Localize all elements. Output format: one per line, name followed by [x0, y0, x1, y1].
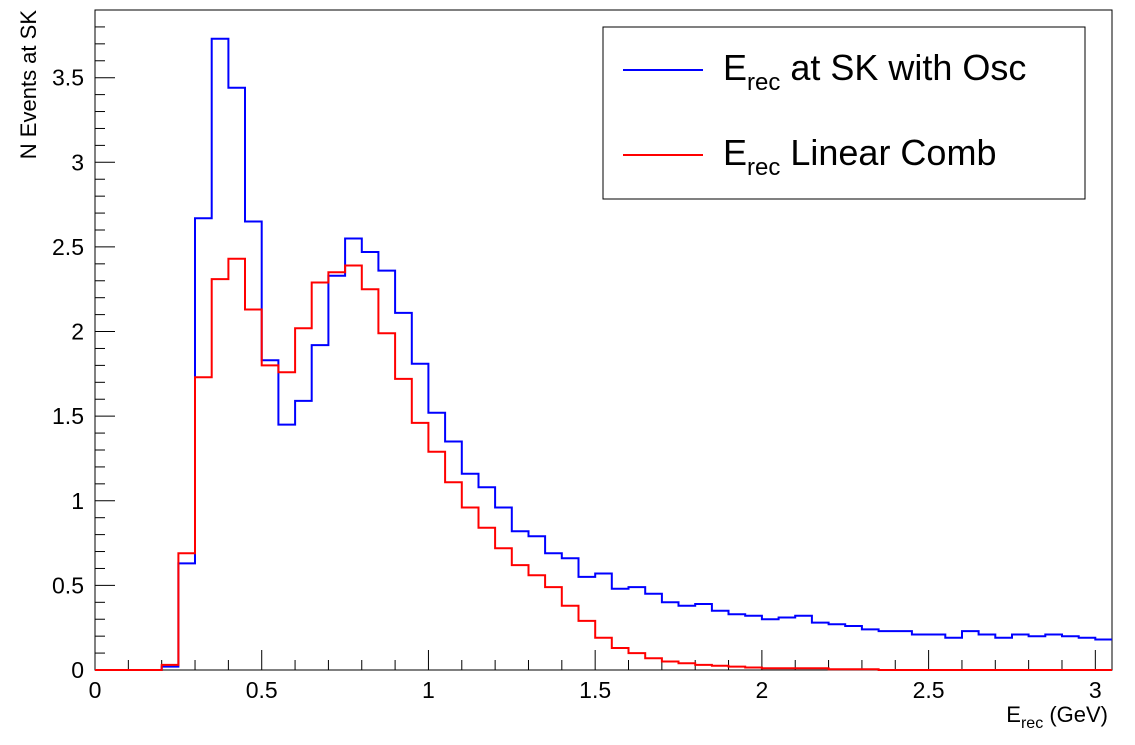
- y-tick-label: 1: [71, 488, 84, 514]
- x-axis-title-rest: (GeV): [1043, 702, 1108, 727]
- tick-labels: 0 0.5 1 1.5 2 2.5 3 0 0.5 1 1.5 2 2.5 3 3.5: [52, 65, 1102, 703]
- x-axis-title-main: E: [1006, 702, 1021, 727]
- axis-ticks: [94, 26, 1096, 671]
- legend-label-lincomb: Erec Linear Comb: [723, 132, 996, 181]
- y-tick-label: 0.5: [52, 572, 84, 598]
- legend: Erec at SK with Osc Erec Linear Comb: [602, 26, 1086, 200]
- y-tick-label: 0: [71, 657, 84, 683]
- x-tick-label: 2: [755, 677, 768, 703]
- x-axis-title: Erec (GeV): [1006, 702, 1108, 732]
- series-layer: [95, 37, 1112, 671]
- y-axis-title: N Events at SK: [16, 10, 41, 160]
- legend-label-osc: Erec at SK with Osc: [723, 47, 1026, 96]
- x-tick-label: 1.5: [579, 677, 611, 703]
- x-tick-label: 0.5: [246, 677, 278, 703]
- x-tick-label: 2.5: [913, 677, 945, 703]
- x-tick-label: 1: [422, 677, 435, 703]
- x-axis-title-sub: rec: [1021, 715, 1043, 732]
- x-tick-label: 0: [89, 677, 102, 703]
- y-tick-label: 2.5: [52, 234, 84, 260]
- legend-box: [602, 26, 1086, 200]
- y-tick-label: 1.5: [52, 403, 84, 429]
- y-tick-label: 3: [71, 149, 84, 175]
- x-tick-label: 3: [1089, 677, 1102, 703]
- y-tick-label: 3.5: [52, 65, 84, 91]
- series-osc-line: [95, 37, 1112, 671]
- plot-frame: [94, 9, 1113, 671]
- y-tick-label: 2: [71, 319, 84, 345]
- series-lincomb-line: [95, 257, 1112, 671]
